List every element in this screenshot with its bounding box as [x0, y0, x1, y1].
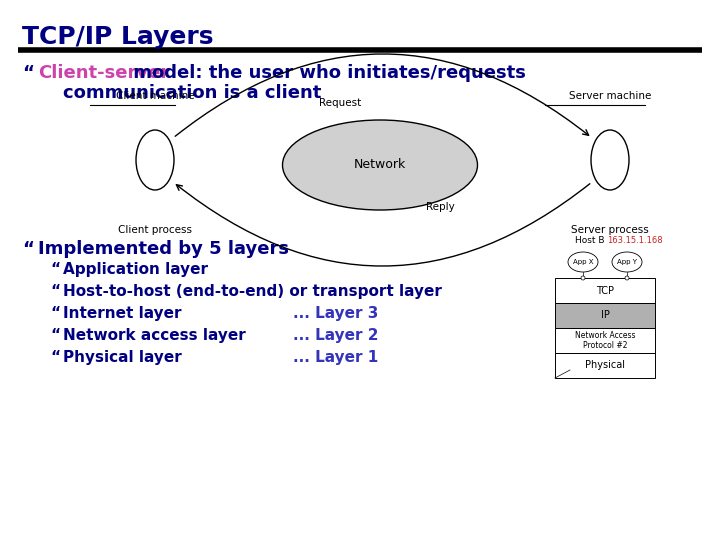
Text: IP: IP: [600, 310, 609, 321]
Bar: [555, 353, 655, 378]
Text: Network Access
Protocol #2: Network Access Protocol #2: [575, 331, 635, 350]
Text: ... Layer 2: ... Layer 2: [293, 328, 379, 343]
Text: App X: App X: [572, 259, 593, 265]
Text: 163.15.1.168: 163.15.1.168: [607, 236, 662, 245]
FancyArrowPatch shape: [175, 54, 589, 136]
Text: “: “: [50, 284, 60, 299]
Text: ... Layer 1: ... Layer 1: [293, 350, 378, 365]
Text: Reply: Reply: [426, 202, 454, 212]
Text: Client process: Client process: [118, 225, 192, 235]
Ellipse shape: [136, 130, 174, 190]
Bar: [555, 303, 655, 328]
Text: Internet layer: Internet layer: [63, 306, 181, 321]
Text: ... Layer 3: ... Layer 3: [293, 306, 379, 321]
Ellipse shape: [282, 120, 477, 210]
Text: “: “: [22, 64, 34, 82]
Text: Application layer: Application layer: [63, 262, 208, 277]
Ellipse shape: [612, 252, 642, 272]
Text: Network: Network: [354, 159, 406, 172]
Text: Network access layer: Network access layer: [63, 328, 246, 343]
Text: Client-server: Client-server: [38, 64, 169, 82]
Ellipse shape: [568, 252, 598, 272]
Text: Physical: Physical: [585, 361, 625, 370]
Ellipse shape: [591, 130, 629, 190]
FancyArrowPatch shape: [176, 184, 590, 266]
Ellipse shape: [581, 276, 585, 280]
Text: “: “: [50, 262, 60, 277]
Text: Host B: Host B: [575, 236, 605, 245]
Ellipse shape: [625, 276, 629, 280]
Text: model: the user who initiates/requests: model: the user who initiates/requests: [127, 64, 526, 82]
Text: App Y: App Y: [617, 259, 637, 265]
Text: Physical layer: Physical layer: [63, 350, 181, 365]
Text: Request: Request: [319, 98, 361, 108]
Text: Host-to-host (end-to-end) or transport layer: Host-to-host (end-to-end) or transport l…: [63, 284, 442, 299]
Text: Implemented by 5 layers: Implemented by 5 layers: [38, 240, 289, 258]
Bar: [555, 328, 655, 353]
Text: TCP/IP Layers: TCP/IP Layers: [22, 25, 214, 49]
Text: Client machine: Client machine: [116, 91, 194, 101]
Text: “: “: [22, 240, 34, 258]
Text: communication is a client: communication is a client: [38, 84, 321, 102]
Text: “: “: [50, 350, 60, 365]
Text: Server process: Server process: [571, 225, 649, 235]
Text: “: “: [50, 306, 60, 321]
Text: “: “: [50, 328, 60, 343]
Text: TCP: TCP: [596, 286, 614, 295]
Text: Server machine: Server machine: [569, 91, 651, 101]
Bar: [555, 278, 655, 303]
